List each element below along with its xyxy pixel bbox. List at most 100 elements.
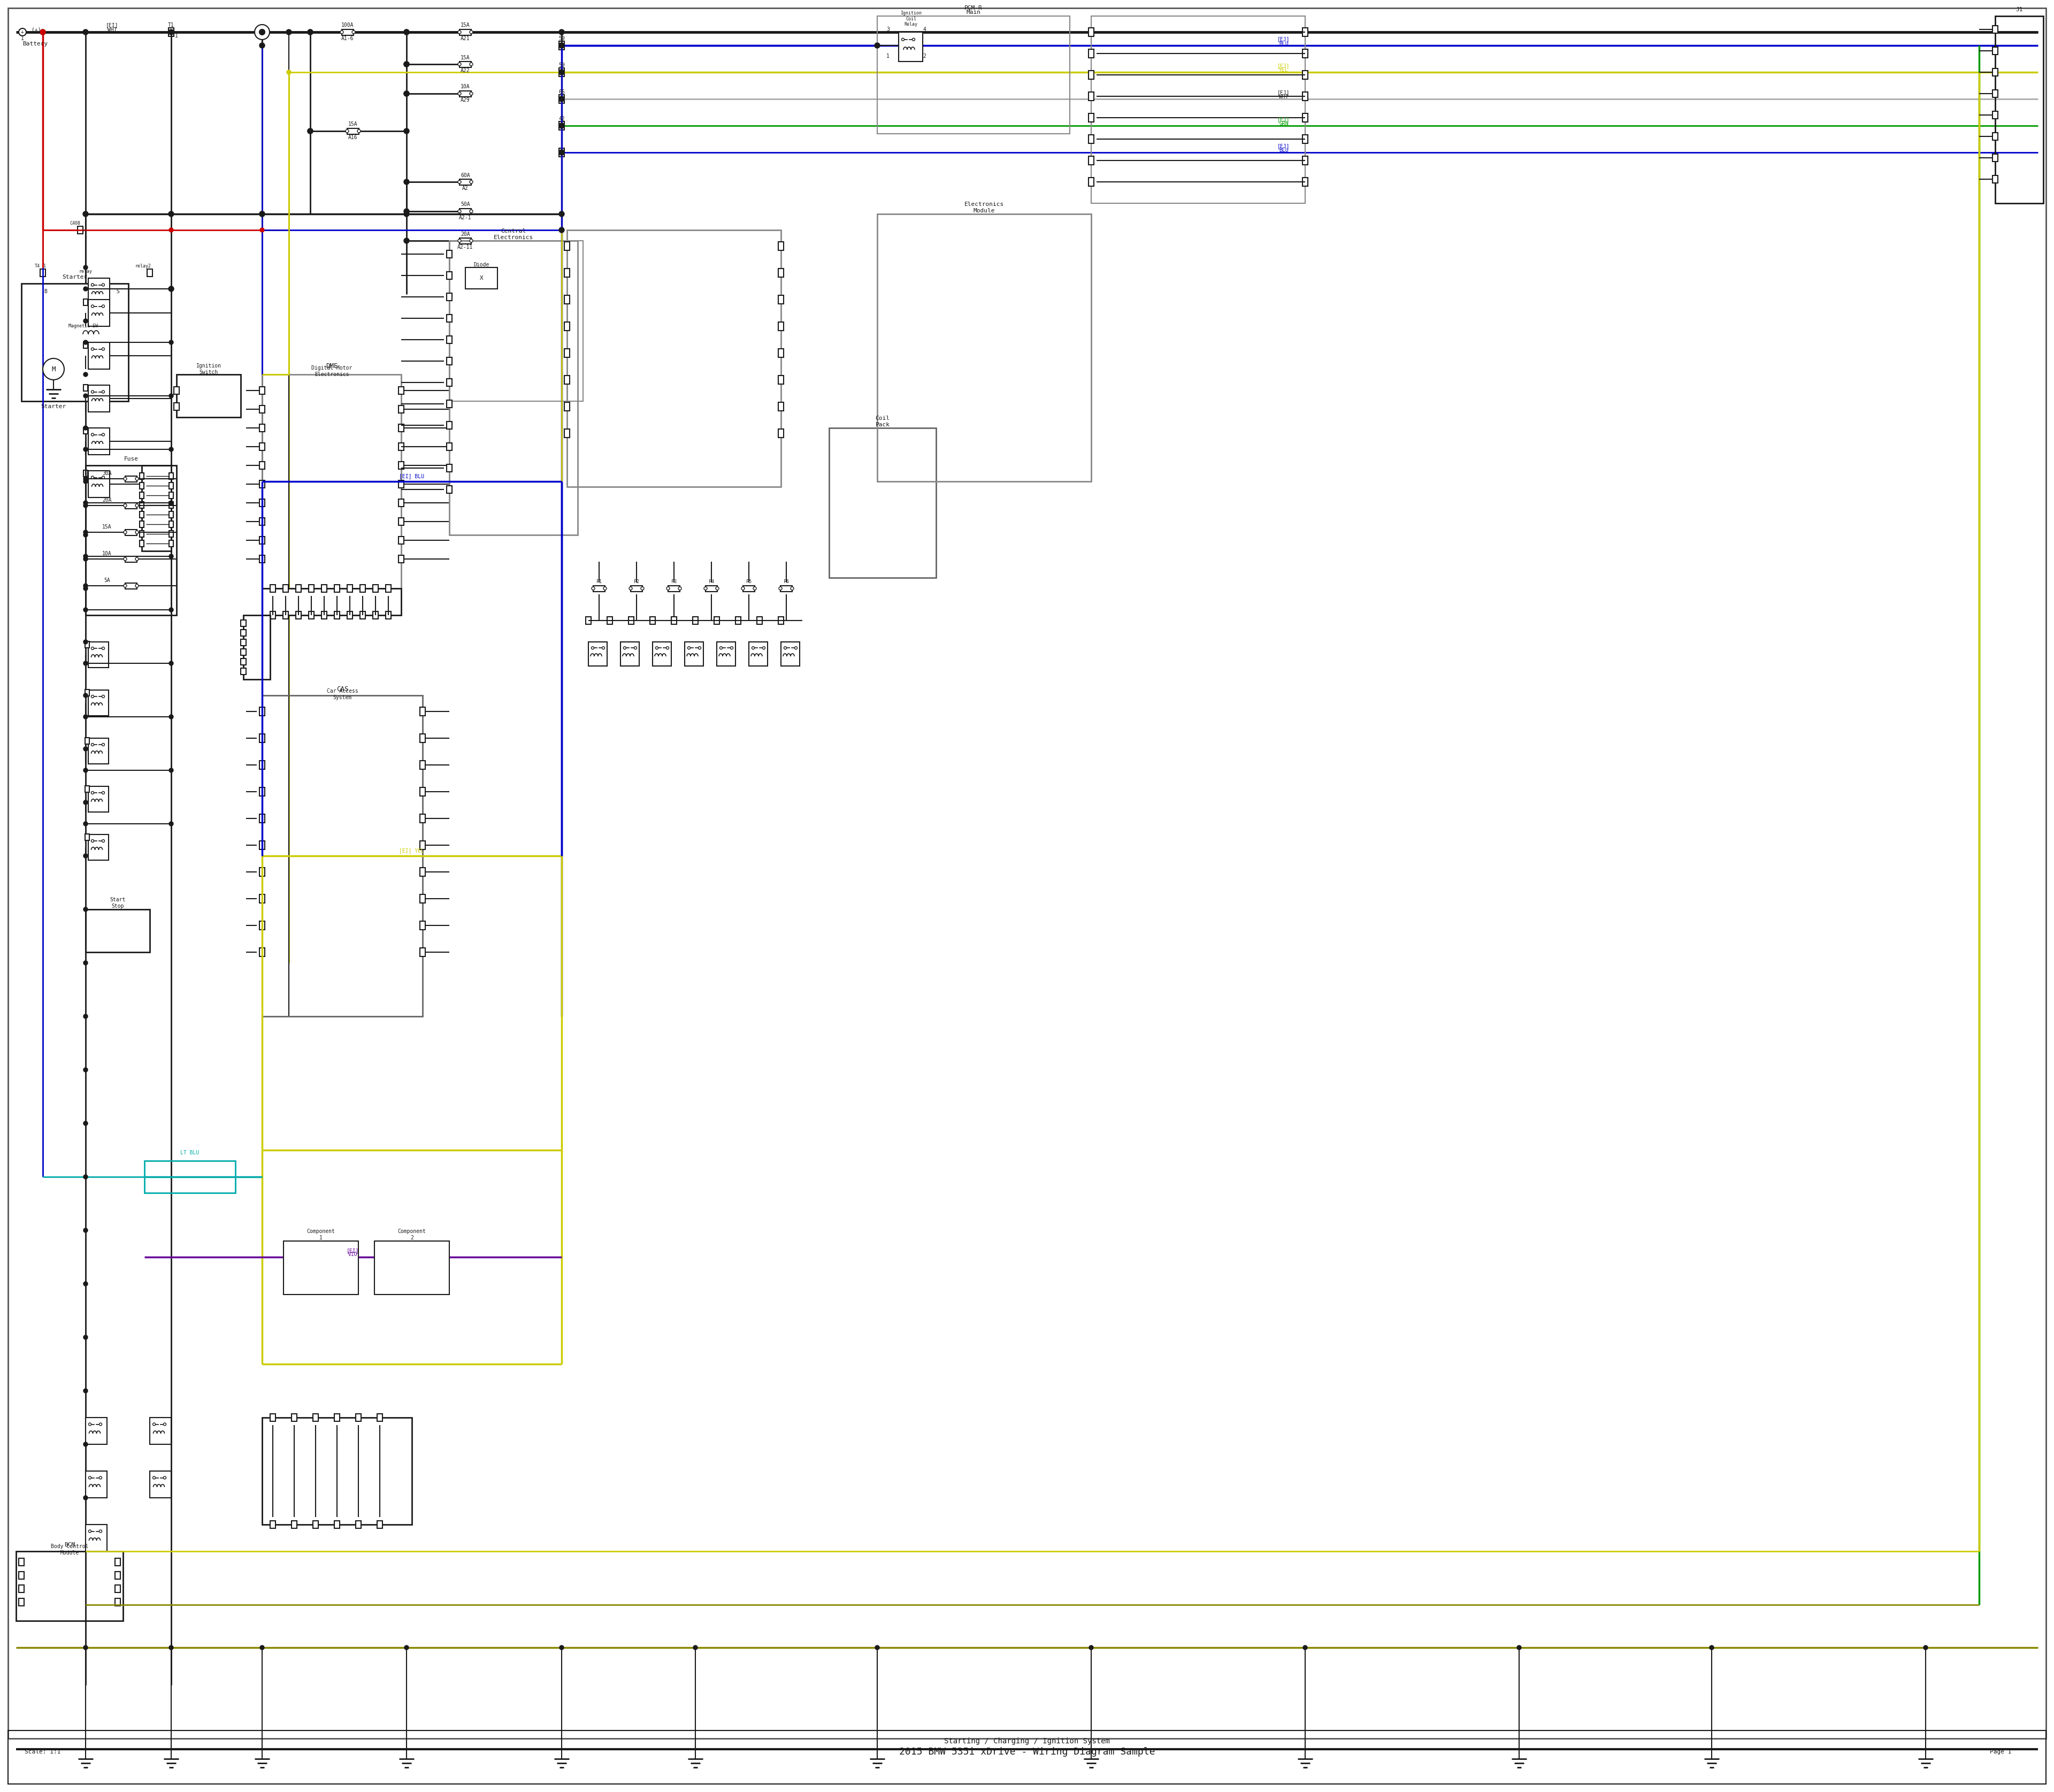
Bar	[115, 1598, 121, 1606]
Bar	[565, 296, 569, 305]
Circle shape	[90, 348, 94, 351]
Bar	[778, 376, 785, 383]
Bar	[565, 349, 569, 357]
Bar	[778, 428, 785, 437]
Bar	[140, 530, 144, 538]
Bar	[466, 267, 497, 289]
Bar	[240, 649, 246, 656]
Circle shape	[168, 1645, 173, 1650]
Circle shape	[559, 97, 565, 102]
Text: 42: 42	[559, 116, 565, 122]
Bar	[335, 1521, 339, 1529]
Circle shape	[629, 586, 633, 590]
Circle shape	[152, 1423, 156, 1426]
Circle shape	[136, 504, 138, 507]
Bar	[86, 1525, 107, 1552]
Bar	[84, 833, 88, 840]
Bar	[653, 642, 672, 667]
Bar	[115, 1559, 121, 1566]
Bar	[565, 428, 569, 437]
Circle shape	[103, 391, 105, 392]
Circle shape	[405, 1645, 409, 1650]
Text: Battery: Battery	[23, 41, 47, 47]
Circle shape	[84, 1389, 88, 1392]
Bar	[240, 640, 246, 645]
Bar	[150, 1417, 170, 1444]
Text: 66: 66	[559, 90, 565, 95]
Circle shape	[688, 647, 690, 649]
Circle shape	[559, 211, 565, 217]
Bar	[359, 611, 366, 618]
Bar	[378, 1521, 382, 1529]
Text: [EJ]: [EJ]	[1278, 36, 1290, 41]
Text: Digital Motor
Electronics: Digital Motor Electronics	[312, 366, 351, 376]
Circle shape	[168, 715, 173, 719]
Bar	[259, 425, 265, 432]
Circle shape	[1518, 1645, 1522, 1650]
Bar	[446, 251, 452, 258]
Bar	[259, 894, 265, 903]
Text: A2-1: A2-1	[460, 215, 472, 220]
Text: 10A: 10A	[103, 550, 111, 556]
Bar	[240, 658, 246, 665]
Bar	[565, 376, 569, 383]
Circle shape	[84, 1176, 88, 1179]
Circle shape	[84, 823, 88, 826]
Bar	[398, 500, 405, 507]
Circle shape	[259, 29, 265, 34]
Circle shape	[308, 29, 312, 34]
Text: Diode: Diode	[474, 262, 489, 267]
Circle shape	[99, 1423, 103, 1426]
Bar	[259, 867, 265, 876]
Bar	[240, 668, 246, 674]
Bar	[1089, 48, 1095, 57]
Circle shape	[84, 1014, 88, 1018]
Bar	[86, 466, 177, 615]
Circle shape	[123, 504, 127, 507]
Bar	[374, 611, 378, 618]
Bar	[398, 536, 405, 545]
Bar	[335, 584, 339, 591]
Bar	[177, 375, 240, 418]
Circle shape	[136, 584, 138, 588]
Text: Component
1: Component 1	[306, 1229, 335, 1240]
Circle shape	[168, 661, 173, 665]
Bar	[419, 840, 425, 849]
Text: VIO: VIO	[349, 1253, 357, 1256]
Text: S: S	[117, 289, 119, 294]
Bar	[1302, 113, 1308, 122]
Bar	[296, 611, 302, 618]
Text: WHT: WHT	[1280, 95, 1288, 100]
Circle shape	[84, 1228, 88, 1233]
Bar	[778, 296, 785, 305]
Circle shape	[592, 647, 594, 649]
Circle shape	[84, 1335, 88, 1339]
Bar	[446, 272, 452, 280]
Bar	[168, 530, 173, 538]
Bar	[900, 32, 922, 61]
Bar	[1089, 177, 1095, 186]
Circle shape	[719, 647, 723, 649]
Bar	[1302, 29, 1308, 36]
Bar	[84, 738, 88, 744]
Bar	[778, 323, 785, 330]
Circle shape	[559, 124, 565, 129]
Bar	[692, 616, 698, 624]
Bar	[567, 229, 781, 487]
Text: [EJ]: [EJ]	[1278, 90, 1290, 95]
Bar	[1992, 90, 1999, 97]
Bar	[283, 611, 288, 618]
Bar	[594, 586, 606, 591]
Circle shape	[84, 373, 88, 376]
Circle shape	[458, 181, 460, 183]
Circle shape	[103, 744, 105, 745]
Bar	[84, 342, 88, 348]
Circle shape	[351, 30, 355, 34]
Bar	[84, 385, 88, 391]
Bar	[446, 357, 452, 366]
Circle shape	[405, 61, 409, 66]
Circle shape	[168, 287, 173, 290]
Circle shape	[84, 211, 88, 217]
Circle shape	[84, 1281, 88, 1287]
Text: A22: A22	[460, 68, 470, 73]
